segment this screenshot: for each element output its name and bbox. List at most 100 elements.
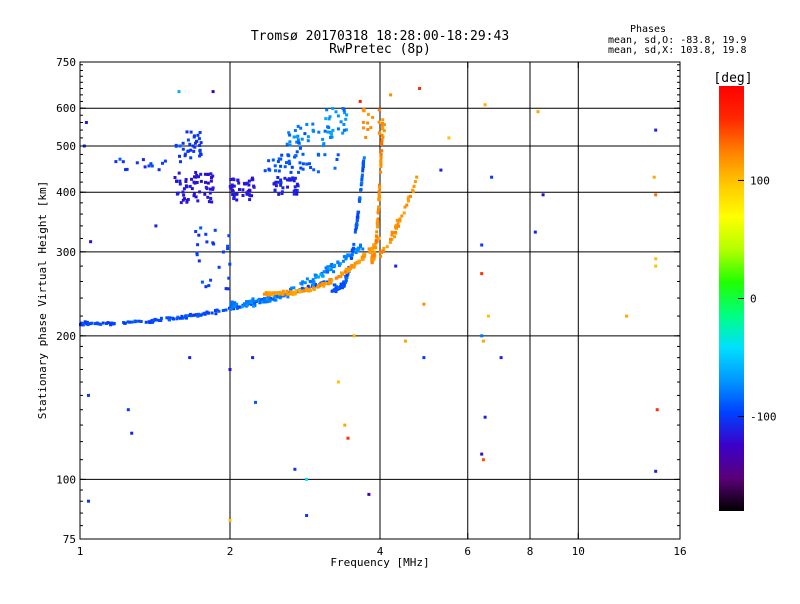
echo-point: [247, 183, 251, 187]
echo-point: [168, 318, 171, 322]
echo-point: [347, 267, 351, 271]
echo-point: [192, 149, 196, 153]
echo-point: [245, 181, 249, 185]
echo-point: [213, 228, 217, 232]
echo-point: [83, 320, 87, 324]
echo-point: [232, 302, 236, 306]
echo-point: [190, 177, 193, 181]
echo-point: [87, 499, 90, 503]
echo-point: [373, 246, 377, 249]
chart-subtitle: RwPretec (8p): [329, 42, 431, 57]
echo-point: [347, 269, 351, 273]
echo-point: [163, 159, 167, 163]
echo-point: [383, 123, 386, 127]
echo-point: [226, 244, 230, 248]
echo-point: [206, 173, 210, 176]
echo-point: [362, 161, 365, 165]
echo-point: [147, 164, 151, 168]
echo-point: [232, 193, 236, 197]
echo-point: [344, 257, 348, 261]
echo-point: [296, 184, 300, 188]
echo-point: [191, 144, 195, 148]
echo-point: [274, 184, 278, 188]
echo-point: [379, 254, 383, 258]
echo-point: [251, 304, 255, 308]
echo-point: [336, 127, 340, 131]
echo-point: [309, 289, 313, 293]
echo-point: [274, 169, 277, 173]
echo-point: [370, 259, 374, 263]
echo-point: [185, 185, 189, 189]
echo-point: [382, 129, 386, 133]
echo-point: [291, 178, 295, 181]
echo-point: [199, 141, 203, 145]
echo-point: [356, 247, 360, 251]
echo-point: [271, 293, 275, 297]
echo-point: [175, 317, 179, 321]
echo-point: [354, 251, 358, 255]
echo-point: [329, 268, 333, 272]
echo-point: [339, 275, 343, 279]
echo-point: [221, 250, 225, 254]
colorbar-ticks: 100 0 -100: [738, 174, 777, 424]
echo-point: [198, 131, 202, 134]
y-axis-ticks: 75 100 200 300 400 500 600 750: [56, 56, 680, 546]
echo-point: [318, 284, 322, 288]
echo-point: [178, 144, 182, 148]
echo-point: [340, 272, 344, 276]
echo-point: [345, 267, 349, 271]
echo-point: [277, 169, 281, 173]
echo-point: [195, 253, 199, 257]
echo-point: [230, 300, 234, 304]
echo-point: [345, 276, 349, 279]
echo-point: [177, 90, 181, 94]
echo-point: [311, 278, 315, 282]
echo-point: [109, 321, 113, 325]
echo-point: [210, 175, 213, 179]
echo-point: [342, 123, 346, 126]
echo-point: [313, 283, 317, 286]
echo-point: [267, 159, 271, 163]
echo-point: [376, 217, 380, 221]
echo-point: [332, 283, 336, 287]
echo-point: [322, 280, 326, 284]
echo-point: [178, 179, 182, 183]
echo-point: [388, 240, 392, 244]
echo-point: [370, 261, 374, 265]
echo-point: [293, 185, 297, 189]
echo-point: [124, 168, 127, 172]
echo-point: [342, 128, 346, 132]
phases-mean-o: mean, sd,O: -83.8, 19.9: [608, 35, 746, 46]
echo-point: [286, 178, 289, 182]
echo-point: [377, 205, 381, 209]
echo-point: [237, 305, 241, 309]
echo-point: [336, 114, 340, 118]
echo-point: [381, 135, 385, 139]
echo-point: [271, 158, 275, 162]
echo-point: [377, 120, 381, 124]
echo-point: [625, 314, 629, 318]
echo-point: [279, 164, 283, 168]
echo-point: [326, 270, 329, 274]
echo-point: [352, 334, 356, 338]
echo-point: [171, 316, 175, 320]
echo-point: [334, 290, 338, 294]
echo-point: [325, 282, 329, 285]
echo-point: [352, 265, 356, 268]
echo-point: [336, 261, 340, 265]
echo-point: [372, 253, 376, 257]
echo-point: [195, 139, 199, 143]
echo-point: [297, 170, 300, 174]
echo-point: [81, 321, 85, 325]
echo-point: [334, 276, 338, 280]
echo-point: [287, 131, 291, 135]
echo-point: [195, 181, 199, 184]
echo-point: [288, 140, 292, 144]
echo-point: [135, 161, 139, 165]
echo-point: [289, 290, 293, 294]
echo-point: [299, 166, 303, 170]
echo-point: [306, 135, 310, 139]
echo-point: [192, 313, 196, 317]
echo-point: [199, 179, 203, 183]
echo-point: [336, 380, 340, 384]
